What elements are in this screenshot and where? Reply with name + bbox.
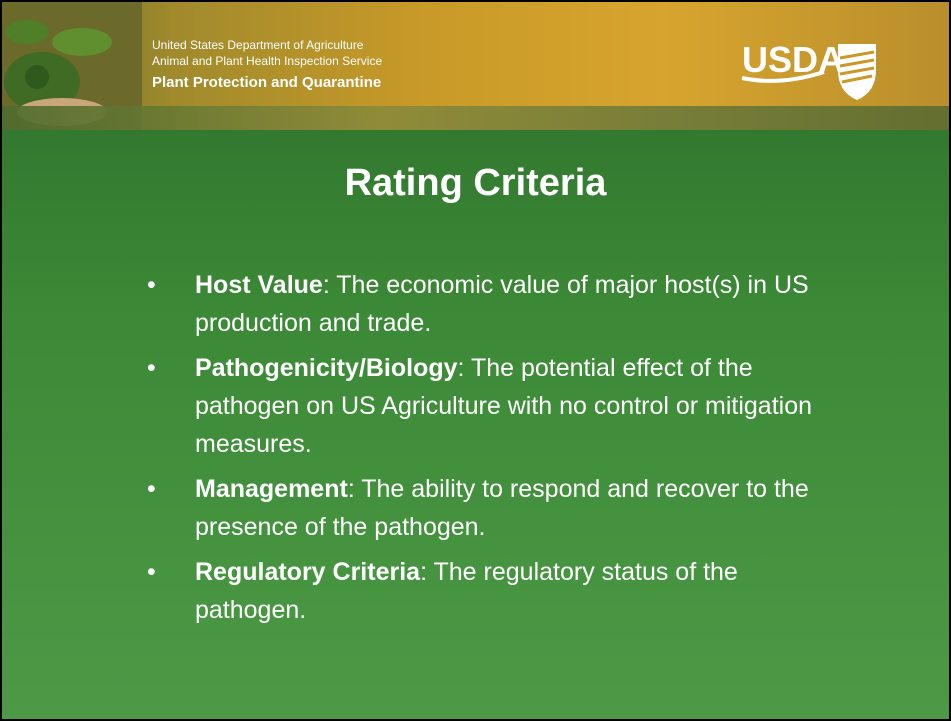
agency-line: Animal and Plant Health Inspection Servi… bbox=[152, 54, 382, 68]
bullet-term: Regulatory Criteria bbox=[195, 558, 420, 586]
bullet-term: Host Value bbox=[195, 271, 323, 299]
header: United States Department of Agriculture … bbox=[2, 2, 949, 130]
program-name: Plant Protection and Quarantine bbox=[152, 74, 381, 91]
bullet-item: Regulatory Criteria: The regulatory stat… bbox=[147, 553, 827, 629]
bullet-list: Host Value: The economic value of major … bbox=[147, 266, 827, 636]
bullet-term: Management bbox=[195, 475, 348, 503]
usda-logo: USDA bbox=[740, 32, 880, 102]
logo-text: USDA bbox=[742, 39, 844, 80]
bullet-item: Host Value: The economic value of major … bbox=[147, 266, 827, 342]
agency-line: United States Department of Agriculture bbox=[152, 38, 363, 52]
slide-title: Rating Criteria bbox=[2, 162, 949, 205]
bullet-item: Management: The ability to respond and r… bbox=[147, 470, 827, 546]
slide: United States Department of Agriculture … bbox=[0, 0, 951, 721]
bullet-item: Pathogenicity/Biology: The potential eff… bbox=[147, 349, 827, 463]
header-band bbox=[2, 106, 949, 130]
bullet-term: Pathogenicity/Biology bbox=[195, 354, 458, 382]
